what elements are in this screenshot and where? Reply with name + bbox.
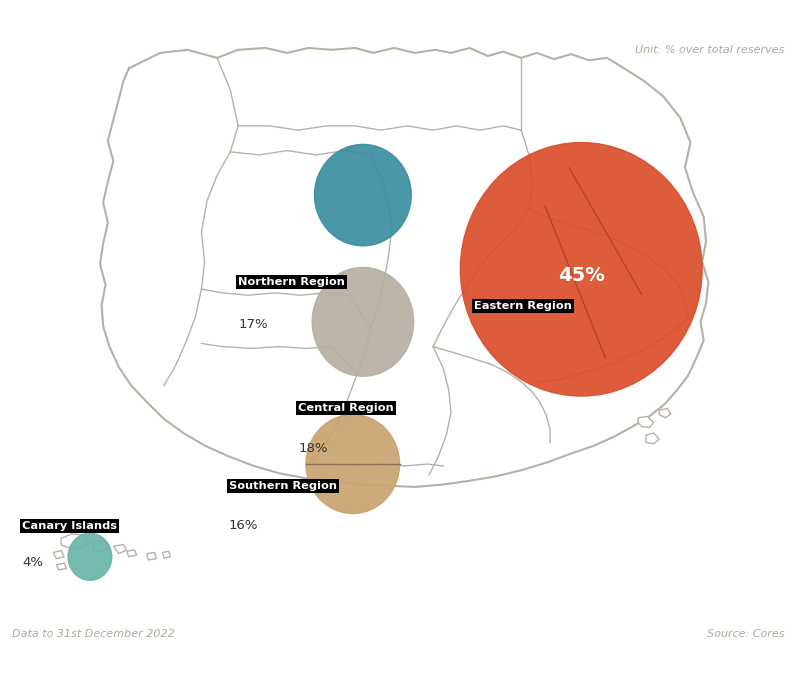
Text: Eastern Region: Eastern Region — [473, 302, 571, 311]
Text: Data to 31st December 2022: Data to 31st December 2022 — [12, 629, 174, 639]
Polygon shape — [92, 540, 109, 551]
Polygon shape — [147, 552, 156, 560]
Polygon shape — [126, 550, 137, 556]
Polygon shape — [56, 563, 67, 570]
Text: 4%: 4% — [22, 556, 43, 570]
Ellipse shape — [306, 414, 399, 513]
Polygon shape — [638, 416, 653, 427]
Polygon shape — [61, 534, 90, 549]
Polygon shape — [113, 544, 126, 554]
Polygon shape — [658, 408, 670, 418]
Text: 17%: 17% — [238, 319, 267, 331]
Text: Source: Cores: Source: Cores — [706, 629, 783, 639]
Text: Southern Region: Southern Region — [229, 481, 336, 491]
Ellipse shape — [312, 267, 413, 376]
Text: 18%: 18% — [298, 442, 328, 455]
Polygon shape — [645, 433, 658, 444]
Ellipse shape — [314, 144, 410, 246]
Text: 16%: 16% — [229, 519, 258, 532]
Polygon shape — [100, 48, 707, 487]
Polygon shape — [53, 550, 64, 559]
Ellipse shape — [68, 533, 112, 581]
Text: 45%: 45% — [557, 266, 604, 285]
Ellipse shape — [460, 142, 701, 396]
Text: Unit: % over total reserves: Unit: % over total reserves — [634, 45, 783, 56]
Text: Central Region: Central Region — [298, 403, 393, 414]
Text: Canary Islands: Canary Islands — [22, 521, 117, 531]
Polygon shape — [162, 551, 170, 558]
Text: Northern Region: Northern Region — [238, 277, 344, 286]
